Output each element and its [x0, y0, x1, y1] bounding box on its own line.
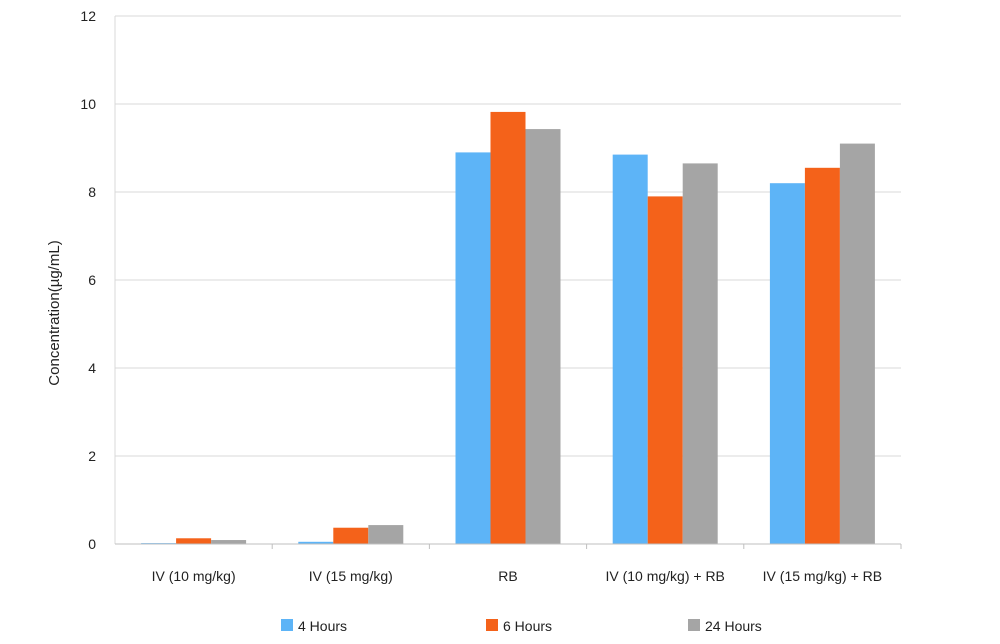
- bars: [141, 111, 875, 545]
- bar: [176, 538, 212, 544]
- axes: 0 2 4 6 8 10 12 IV (10 mg/kg) IV (15 mg/kg) RB IV …: [80, 8, 902, 584]
- bar: [769, 183, 805, 544]
- y-axis-label: Concentration(µg/mL): [46, 240, 63, 385]
- bar: [298, 541, 334, 544]
- bar: [333, 527, 369, 544]
- y-tick-label: 8: [88, 184, 96, 200]
- bar: [839, 143, 875, 544]
- bar: [455, 152, 491, 544]
- legend-label: 6 Hours: [503, 618, 552, 634]
- bar: [525, 129, 561, 544]
- legend-label: 24 Hours: [705, 618, 762, 634]
- x-tick-label: RB: [498, 568, 517, 584]
- legend-swatch: [486, 619, 498, 631]
- y-tick-label: 2: [88, 448, 96, 464]
- bar: [647, 196, 683, 544]
- bar: [682, 163, 718, 544]
- x-tick-label: IV (15 mg/kg) + RB: [763, 568, 882, 584]
- legend-label: 4 Hours: [298, 618, 347, 634]
- bar: [612, 154, 648, 544]
- x-tick-label: IV (10 mg/kg): [152, 568, 236, 584]
- y-tick-label: 6: [88, 272, 96, 288]
- x-tick-label: IV (15 mg/kg): [309, 568, 393, 584]
- legend: 4 Hours 6 Hours 24 Hours: [281, 618, 762, 634]
- bar: [804, 167, 840, 545]
- y-tick-label: 10: [80, 96, 96, 112]
- legend-swatch: [281, 619, 293, 631]
- bar: [368, 525, 404, 544]
- y-tick-label: 0: [88, 536, 96, 552]
- bar: [490, 111, 526, 545]
- y-tick-label: 12: [80, 8, 96, 24]
- bar: [211, 540, 247, 544]
- x-tick-label: IV (10 mg/kg) + RB: [605, 568, 724, 584]
- y-tick-label: 4: [88, 360, 96, 376]
- legend-swatch: [688, 619, 700, 631]
